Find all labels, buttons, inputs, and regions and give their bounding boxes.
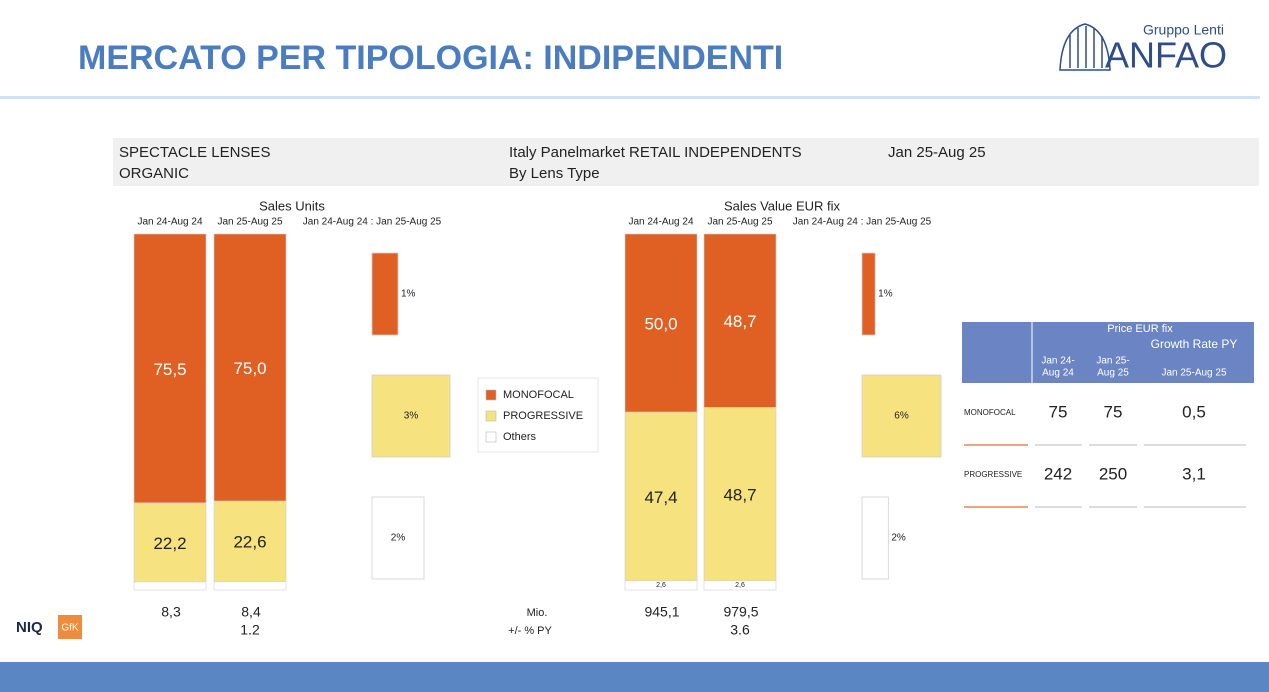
bar-segment [213, 233, 287, 502]
footer-brand: NIQ [16, 619, 43, 636]
data-label: 50,0 [644, 314, 677, 333]
table-cell: 250 [1099, 464, 1127, 483]
table-cell: 3,1 [1182, 464, 1206, 483]
table-cell: 242 [1044, 464, 1072, 483]
growth-bar [861, 252, 876, 336]
title-rule [0, 96, 1260, 99]
data-label: 22,6 [233, 533, 266, 552]
logo [1059, 23, 1111, 71]
info-middle: By Lens Type [509, 165, 600, 182]
legend-label: PROGRESSIVE [503, 410, 583, 422]
table-cell: 75 [1049, 402, 1068, 421]
slide-title: MERCATO PER TIPOLOGIA: INDIPENDENTI [78, 39, 783, 77]
column-label: Jan 25-Aug 25 [217, 217, 282, 228]
growth-bar [371, 374, 451, 458]
table-header [962, 322, 1254, 383]
growth-label: 2% [891, 533, 906, 544]
total-label: 8,4 [241, 604, 261, 620]
logo-icon [1059, 23, 1111, 71]
table-column: Aug 24 [1042, 368, 1074, 379]
total-label: 8,3 [161, 604, 181, 620]
bar-segment [213, 500, 287, 582]
footer-band [0, 662, 1269, 692]
table-cell: 0,5 [1182, 402, 1206, 421]
data-label: 75,0 [233, 359, 266, 378]
chart-title: Sales Units [259, 198, 325, 213]
growth-bar [861, 496, 889, 580]
legend-label: Others [503, 431, 537, 443]
info-left: ORGANIC [119, 165, 189, 182]
logo-top: Gruppo Lenti [1143, 22, 1224, 38]
legend-box [477, 377, 599, 453]
bar-segment [213, 581, 287, 591]
bar-segment [133, 233, 207, 504]
bar-segment [703, 233, 777, 408]
legend-swatch [485, 431, 497, 443]
column-label: Jan 24-Aug 24 [137, 217, 202, 228]
chart-title: Sales Value EUR fix [724, 198, 841, 213]
growth-label: 1% [878, 289, 893, 300]
growth-bar [861, 374, 942, 458]
table-title: Price EUR fix [1107, 323, 1173, 335]
legend-swatch [485, 410, 497, 422]
row-label: MONOFOCAL [964, 408, 1016, 417]
info-band [113, 138, 1259, 186]
growth-label: 6% [894, 411, 909, 422]
footer-logo [58, 615, 82, 639]
table-column: Jan 25-Aug 25 [1161, 368, 1226, 379]
change-label: 1.2 [240, 622, 260, 638]
logo-name: ANFAO [1105, 35, 1227, 76]
growth-label: 3% [404, 411, 419, 422]
data-label: 48,7 [723, 486, 756, 505]
data-label: 47,4 [644, 488, 677, 507]
change-label: 3.6 [730, 622, 750, 638]
row-label: PROGRESSIVE [964, 470, 1022, 479]
bar-segment [133, 581, 207, 591]
legend-label: MONOFOCAL [503, 389, 574, 401]
total-label: 979,5 [723, 604, 758, 620]
growth-bar [371, 496, 425, 580]
table-growth-title: Growth Rate PY [1151, 337, 1238, 351]
growth-label: 1% [401, 289, 416, 300]
growth-bar [371, 252, 399, 336]
data-label: 22,2 [153, 534, 186, 553]
growth-label: 2% [391, 533, 406, 544]
footer-brand: GfK [61, 623, 79, 634]
table-column: Aug 25 [1097, 368, 1129, 379]
info-left: SPECTACLE LENSES [119, 144, 270, 161]
table-column: Jan 24- [1041, 356, 1074, 367]
change-caption: +/- % PY [508, 625, 552, 637]
table-column: Jan 25- [1096, 356, 1129, 367]
bar-segment [624, 233, 698, 413]
growth-title: Jan 24-Aug 24 : Jan 25-Aug 25 [303, 217, 442, 228]
logo-lines [1069, 26, 1103, 68]
data-label: 75,5 [153, 360, 186, 379]
legend-swatch [485, 389, 497, 401]
growth-title: Jan 24-Aug 24 : Jan 25-Aug 25 [793, 217, 932, 228]
column-label: Jan 25-Aug 25 [707, 217, 772, 228]
total-label: 945,1 [644, 604, 679, 620]
bar-segment [624, 411, 698, 582]
data-label: 2,6 [735, 582, 745, 589]
table-cell: 75 [1104, 402, 1123, 421]
column-label: Jan 24-Aug 24 [628, 217, 693, 228]
info-period: Jan 25-Aug 25 [888, 144, 986, 161]
data-label: 48,7 [723, 312, 756, 331]
bar-segment [703, 407, 777, 582]
unit-label: Mio. [527, 607, 548, 619]
info-middle: Italy Panelmarket RETAIL INDEPENDENTS [509, 144, 802, 161]
data-label: 2,6 [656, 582, 666, 589]
